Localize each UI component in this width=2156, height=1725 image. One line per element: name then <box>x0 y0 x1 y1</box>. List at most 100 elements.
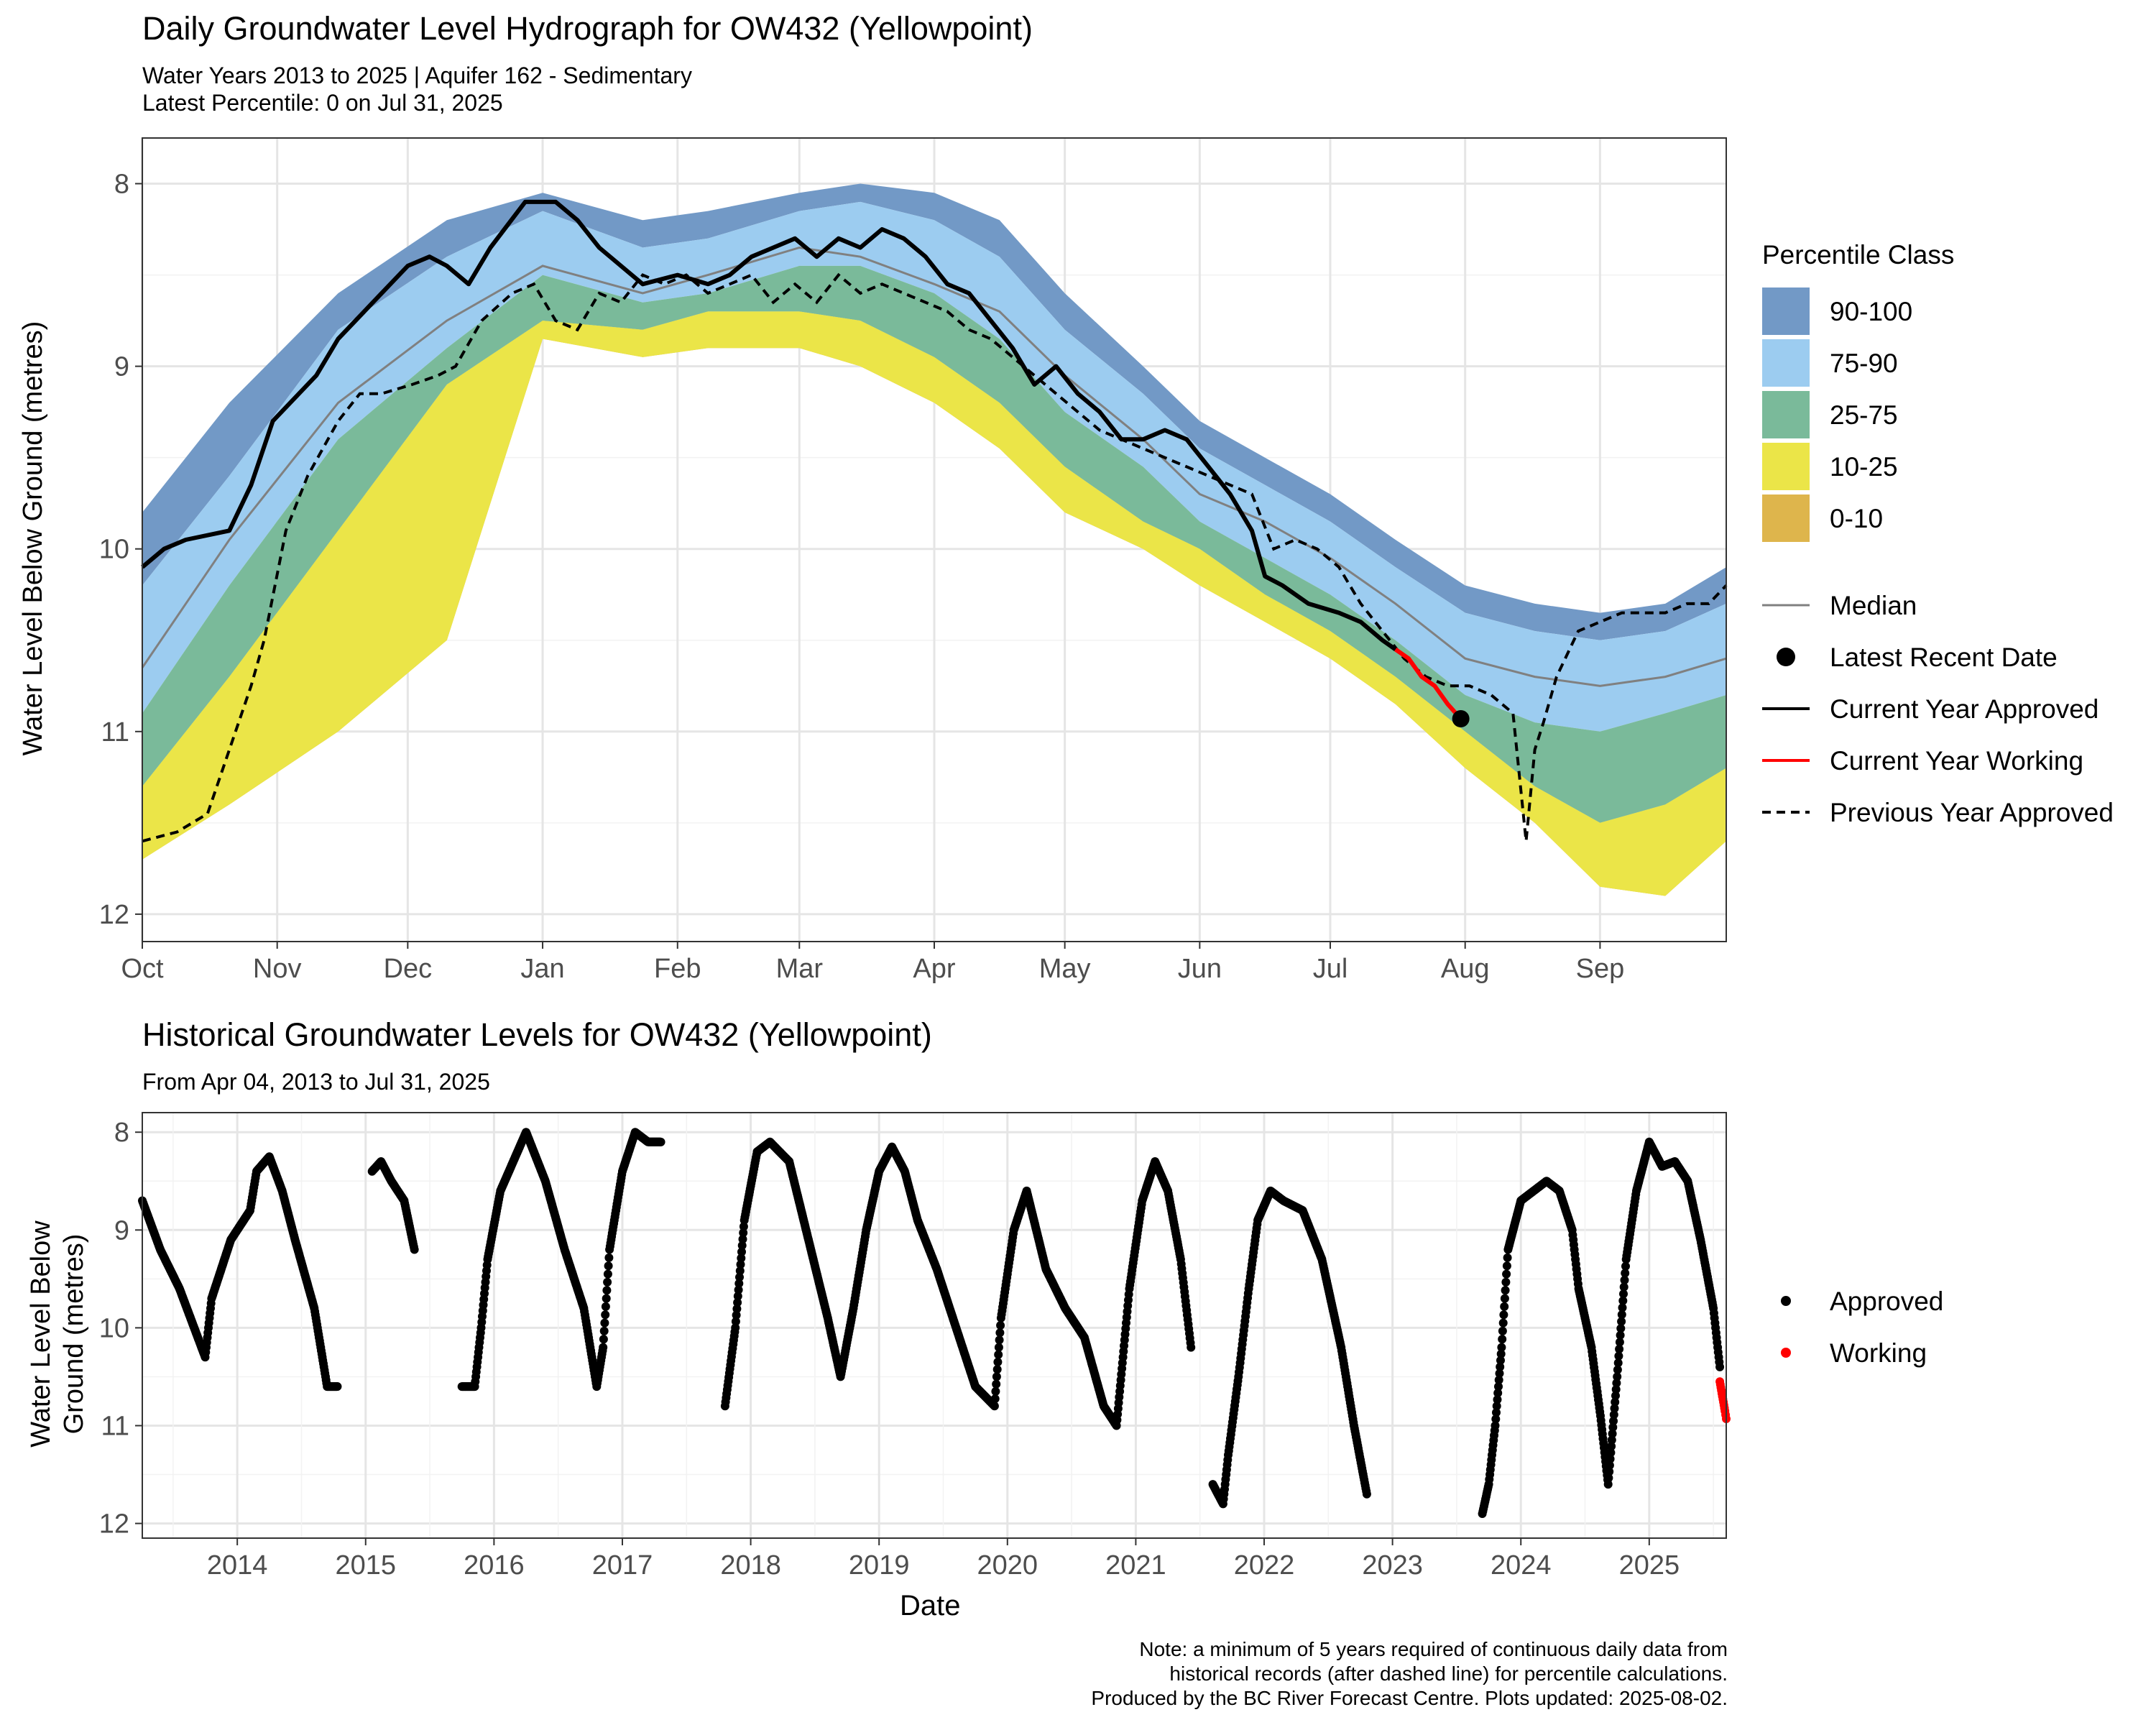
legend-swatch-10-25 <box>1762 443 1810 490</box>
approved-point <box>1492 1408 1501 1417</box>
approved-point <box>1614 1351 1623 1361</box>
approved-point <box>1608 1422 1618 1432</box>
legend-swatch-0-10 <box>1762 494 1810 542</box>
approved-point <box>735 1266 745 1276</box>
approved-point <box>732 1305 742 1313</box>
approved-point <box>1604 1473 1613 1483</box>
approved-point <box>1621 1269 1630 1278</box>
approved-point <box>992 1365 1002 1374</box>
legend-label-90-100: 90-100 <box>1830 297 1912 326</box>
top-x-tick-label: Apr <box>913 954 955 984</box>
approved-point <box>1362 1489 1371 1499</box>
approved-point <box>1497 1343 1506 1352</box>
top-x-tick-label: Sep <box>1576 954 1625 984</box>
approved-point <box>734 1285 743 1294</box>
approved-point <box>602 1286 612 1295</box>
approved-point <box>734 1279 744 1288</box>
approved-point <box>736 1260 745 1269</box>
approved-point <box>992 1372 1001 1381</box>
legend-line-label: Previous Year Approved <box>1830 798 2114 827</box>
band-10-25 <box>142 311 1726 896</box>
top-legend-graphics: 90-100 75-90 25-75 10-25 0-10 Median Latest Re… <box>1762 288 2114 827</box>
approved-point <box>1608 1429 1617 1438</box>
top-x-tick-label: Nov <box>253 954 302 984</box>
approved-point <box>1613 1372 1622 1381</box>
approved-point <box>990 1402 999 1411</box>
approved-point <box>1609 1417 1618 1426</box>
approved-point <box>1491 1414 1501 1424</box>
bottom-x-tick-label: 2017 <box>592 1550 653 1581</box>
top-axes: 8 9 10 11 12 Oct Nov Dec Jan Feb Mar Apr May Jun Jul Au… <box>99 170 1625 984</box>
approved-point <box>995 1335 1004 1345</box>
approved-point <box>603 1269 612 1279</box>
bottom-x-tick-label: 2016 <box>464 1550 525 1581</box>
approved-point <box>1606 1454 1615 1463</box>
bottom-chart-subtitle: From Apr 04, 2013 to Jul 31, 2025 <box>142 1069 490 1095</box>
approved-point <box>1609 1410 1618 1420</box>
approved-point <box>1617 1310 1626 1319</box>
approved-point <box>1607 1442 1616 1451</box>
bottom-x-tick-label: 2025 <box>1619 1550 1680 1581</box>
bottom-plot-border <box>142 1112 1727 1539</box>
bottom-x-tick-label: 2024 <box>1491 1550 1552 1581</box>
footer-note-line1: Note: a minimum of 5 years required of c… <box>1139 1638 1728 1660</box>
bottom-legend-key <box>1781 1296 1791 1306</box>
approved-point <box>996 1321 1005 1330</box>
legend-swatch-75-90 <box>1762 339 1810 387</box>
approved-point <box>739 1228 748 1238</box>
approved-point <box>333 1382 342 1392</box>
bottom-x-tick-label: 2023 <box>1362 1550 1423 1581</box>
legend-label-10-25: 10-25 <box>1830 452 1898 482</box>
bottom-chart-xlabel: Date <box>900 1590 961 1622</box>
approved-point <box>1495 1368 1504 1378</box>
legend-swatch-90-100 <box>1762 288 1810 335</box>
previous-year-line <box>142 272 1728 843</box>
approved-point <box>1616 1330 1625 1340</box>
approved-point <box>1492 1402 1501 1411</box>
approved-point <box>599 1343 608 1352</box>
top-x-tick-label: Jul <box>1313 954 1348 984</box>
bottom-x-tick-label: 2020 <box>977 1550 1038 1581</box>
approved-point <box>604 1261 613 1271</box>
approved-point <box>656 1137 665 1146</box>
approved-point <box>1613 1365 1622 1374</box>
bottom-legend-label: Working <box>1830 1338 1927 1368</box>
bottom-y-tick-label: 9 <box>114 1215 129 1246</box>
approved-point <box>1612 1379 1621 1388</box>
approved-point <box>738 1235 747 1244</box>
approved-point <box>1715 1362 1725 1371</box>
bottom-x-tick-label: 2018 <box>720 1550 781 1581</box>
approved-point <box>1501 1286 1510 1295</box>
approved-point <box>739 1222 748 1231</box>
bottom-x-tick-label: 2015 <box>336 1550 397 1581</box>
bottom-legend-key <box>1781 1348 1791 1358</box>
approved-point <box>600 1318 609 1328</box>
approved-point <box>1611 1385 1621 1394</box>
legend-line-label: Median <box>1830 591 1917 620</box>
current-year-approved-line <box>141 199 1397 651</box>
approved-point <box>1499 1310 1508 1320</box>
legend-label-25-75: 25-75 <box>1830 400 1898 430</box>
bottom-plot-background <box>142 1113 1726 1538</box>
legend-key-latest-point <box>1777 648 1795 666</box>
approved-point <box>731 1323 740 1333</box>
top-series-lines <box>141 199 1728 843</box>
approved-point <box>599 1335 608 1344</box>
bottom-x-tick-label: 2022 <box>1234 1550 1295 1581</box>
approved-point <box>1605 1467 1614 1476</box>
bottom-legend-label: Approved <box>1830 1287 1943 1316</box>
approved-point <box>735 1273 744 1282</box>
bottom-legend-graphics: Approved Working <box>1781 1287 1943 1368</box>
approved-point <box>601 1302 610 1311</box>
approved-point <box>731 1317 740 1326</box>
top-chart-subtitle-2: Latest Percentile: 0 on Jul 31, 2025 <box>142 90 503 116</box>
approved-point <box>993 1358 1003 1366</box>
approved-point <box>1498 1335 1507 1344</box>
approved-point <box>1618 1303 1627 1312</box>
approved-point <box>1496 1356 1505 1365</box>
bottom-chart-title: Historical Groundwater Levels for OW432 … <box>142 1016 932 1053</box>
approved-point <box>1493 1395 1502 1404</box>
footer-note-line3: Produced by the BC River Forecast Centre… <box>1091 1687 1728 1709</box>
approved-point <box>1617 1317 1626 1326</box>
